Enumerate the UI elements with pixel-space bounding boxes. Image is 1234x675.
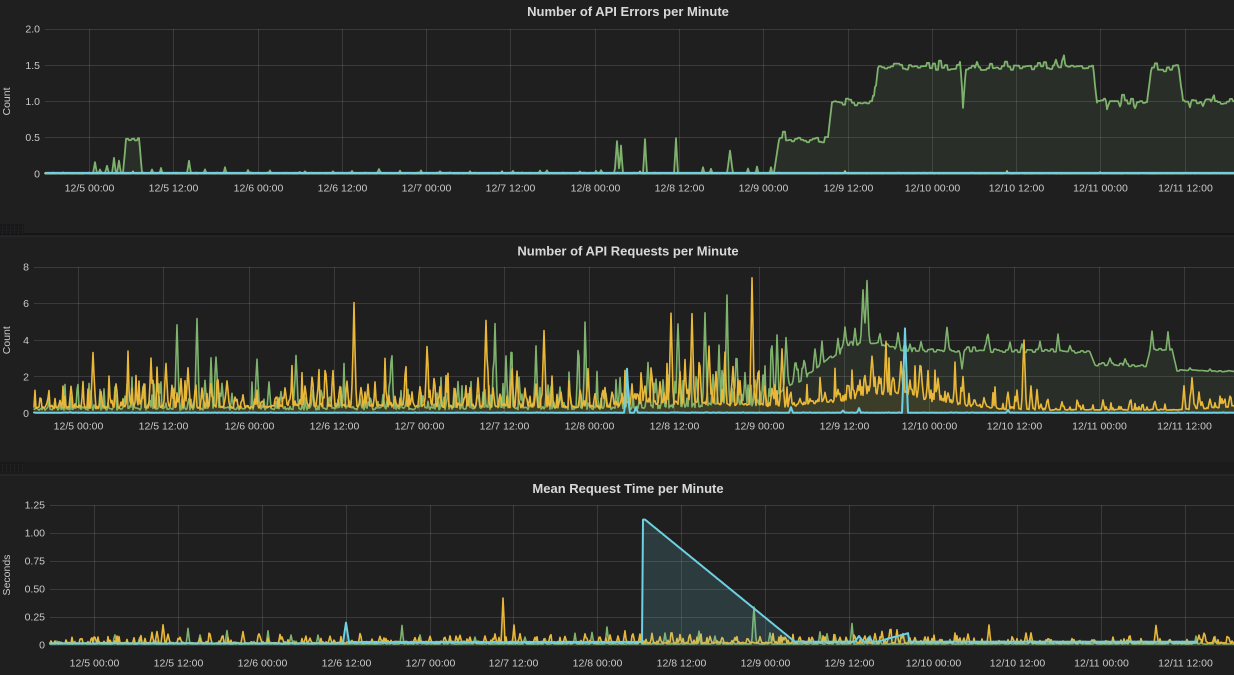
svg-text:12/5 00:00: 12/5 00:00 (65, 183, 115, 195)
svg-text:12/7 12:00: 12/7 12:00 (486, 183, 536, 195)
svg-text:0: 0 (39, 640, 45, 652)
svg-text:12/6 00:00: 12/6 00:00 (238, 658, 288, 670)
svg-text:12/9 12:00: 12/9 12:00 (824, 183, 874, 195)
svg-text:12/9 00:00: 12/9 00:00 (735, 421, 785, 433)
svg-text:0.50: 0.50 (25, 584, 46, 596)
svg-text:0.5: 0.5 (25, 132, 40, 144)
svg-text:Mean Request Time per Minute: Mean Request Time per Minute (532, 481, 723, 496)
svg-text:12/11 12:00: 12/11 12:00 (1157, 421, 1212, 433)
svg-text:2: 2 (23, 371, 29, 383)
svg-text:12/5 00:00: 12/5 00:00 (54, 421, 104, 433)
svg-text:12/10 12:00: 12/10 12:00 (989, 183, 1045, 195)
svg-text:1.25: 1.25 (25, 500, 46, 512)
svg-text:12/5 12:00: 12/5 12:00 (154, 658, 204, 670)
svg-text:12/5 12:00: 12/5 12:00 (139, 421, 189, 433)
svg-text:12/11 12:00: 12/11 12:00 (1158, 658, 1213, 670)
svg-text:1.0: 1.0 (25, 96, 40, 108)
svg-text:12/8 00:00: 12/8 00:00 (573, 658, 623, 670)
svg-text:12/10 00:00: 12/10 00:00 (905, 183, 961, 195)
svg-text:6: 6 (23, 298, 29, 310)
svg-text:12/6 12:00: 12/6 12:00 (318, 183, 368, 195)
svg-text:12/11 00:00: 12/11 00:00 (1074, 658, 1129, 670)
svg-text:12/8 12:00: 12/8 12:00 (657, 658, 707, 670)
svg-text:1.00: 1.00 (25, 528, 46, 540)
svg-text:12/8 12:00: 12/8 12:00 (655, 183, 705, 195)
svg-text:2.0: 2.0 (25, 24, 40, 36)
svg-text:8: 8 (23, 262, 29, 274)
svg-text:12/8 00:00: 12/8 00:00 (571, 183, 621, 195)
svg-text:12/5 00:00: 12/5 00:00 (70, 658, 120, 670)
svg-text:12/8 12:00: 12/8 12:00 (650, 421, 700, 433)
svg-text:Number of API Errors per Minut: Number of API Errors per Minute (527, 4, 729, 19)
svg-text:12/5 12:00: 12/5 12:00 (149, 183, 199, 195)
svg-text:12/7 12:00: 12/7 12:00 (489, 658, 539, 670)
svg-text:12/8 00:00: 12/8 00:00 (565, 421, 615, 433)
svg-text:12/10 00:00: 12/10 00:00 (902, 421, 958, 433)
svg-text:0.25: 0.25 (25, 612, 46, 624)
svg-text:12/6 00:00: 12/6 00:00 (234, 183, 284, 195)
svg-text:Seconds: Seconds (1, 555, 13, 596)
svg-text:12/7 00:00: 12/7 00:00 (406, 658, 456, 670)
svg-text:Count: Count (1, 326, 13, 354)
svg-text:12/7 00:00: 12/7 00:00 (402, 183, 452, 195)
svg-text:12/7 00:00: 12/7 00:00 (395, 421, 445, 433)
svg-text:12/6 00:00: 12/6 00:00 (225, 421, 275, 433)
svg-text:Number of API Requests per Min: Number of API Requests per Minute (517, 244, 738, 259)
svg-text:12/9 12:00: 12/9 12:00 (820, 421, 870, 433)
svg-text:12/9 12:00: 12/9 12:00 (825, 658, 875, 670)
svg-text:0: 0 (23, 408, 29, 420)
svg-text:Count: Count (1, 87, 13, 115)
svg-text:12/10 12:00: 12/10 12:00 (987, 421, 1043, 433)
svg-text:12/9 00:00: 12/9 00:00 (741, 658, 791, 670)
svg-text:12/11 00:00: 12/11 00:00 (1072, 421, 1127, 433)
svg-text:12/6 12:00: 12/6 12:00 (310, 421, 360, 433)
svg-text:12/11 12:00: 12/11 12:00 (1158, 183, 1213, 195)
svg-text:12/9 00:00: 12/9 00:00 (739, 183, 789, 195)
svg-text:4: 4 (23, 335, 29, 347)
svg-text:12/6 12:00: 12/6 12:00 (322, 658, 372, 670)
svg-text:12/7 12:00: 12/7 12:00 (480, 421, 530, 433)
svg-text:0: 0 (34, 169, 40, 181)
svg-text:12/11 00:00: 12/11 00:00 (1073, 183, 1128, 195)
svg-text:12/10 00:00: 12/10 00:00 (906, 658, 962, 670)
svg-text:1.5: 1.5 (25, 60, 40, 72)
svg-text:12/10 12:00: 12/10 12:00 (990, 658, 1046, 670)
svg-text:0.75: 0.75 (25, 556, 46, 568)
